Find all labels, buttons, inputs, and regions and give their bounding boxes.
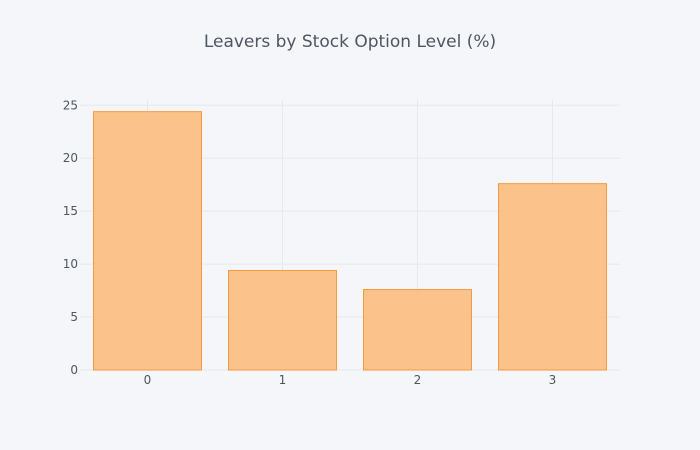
x-tick-label: 3	[549, 373, 557, 387]
y-tick-label: 15	[63, 204, 78, 218]
bar-1[interactable]	[228, 269, 337, 371]
bar-0[interactable]	[93, 111, 202, 371]
y-axis-ticks: 0 5 10 15 20 25	[63, 98, 78, 377]
y-tick-label: 0	[70, 363, 78, 377]
y-tick-label: 20	[63, 151, 78, 165]
y-tick-label: 10	[63, 257, 78, 271]
x-tick-label: 1	[279, 373, 287, 387]
bar-3[interactable]	[498, 183, 607, 371]
y-tick-label: 5	[70, 310, 78, 324]
x-tick-label: 2	[414, 373, 422, 387]
x-tick-label: 0	[144, 373, 152, 387]
chart-title: Leavers by Stock Option Level (%)	[203, 32, 497, 52]
y-tick-label: 25	[63, 98, 78, 112]
bar-2[interactable]	[363, 289, 472, 371]
x-axis-ticks: 0 1 2 3	[144, 373, 557, 387]
bar-layer	[93, 111, 607, 371]
